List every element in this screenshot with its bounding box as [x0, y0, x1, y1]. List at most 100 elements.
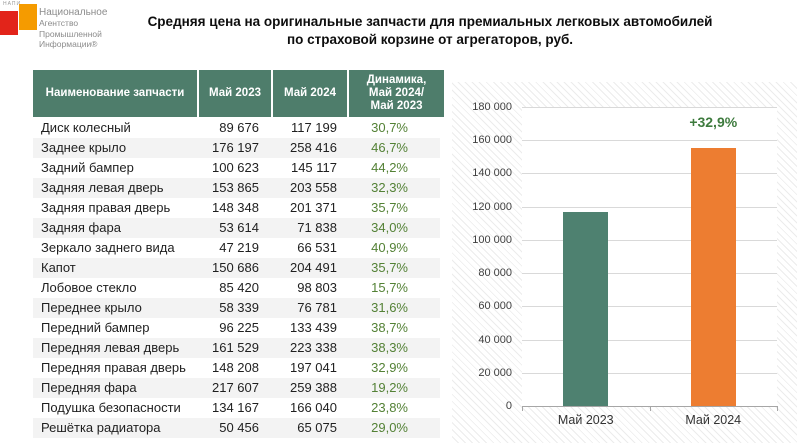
dynamics-cell: 38,3%	[371, 340, 408, 355]
may2024-cell: 197 041	[290, 360, 337, 375]
page-title: Средняя цена на оригинальные запчасти дл…	[140, 13, 720, 49]
dynamics-cell: 44,2%	[371, 160, 408, 175]
dynamics-cell: 19,2%	[371, 380, 408, 395]
table-row: Передний бампер 96 225 133 439 38,7%	[33, 318, 440, 338]
may2024-cell: 201 371	[290, 200, 337, 215]
part-name-cell: Передняя правая дверь	[41, 360, 186, 375]
logo-orange-square	[19, 4, 37, 30]
logo-red-square	[0, 11, 18, 35]
may2023-cell: 96 225	[219, 320, 259, 335]
table-row: Решётка радиатора 50 456 65 075 29,0%	[33, 418, 440, 438]
part-name-cell: Задняя правая дверь	[41, 200, 171, 215]
dynamics-cell: 31,6%	[371, 300, 408, 315]
table-row: Задняя правая дверь 148 348 201 371 35,7%	[33, 198, 440, 218]
table-row: Передняя правая дверь 148 208 197 041 32,9%	[33, 358, 440, 378]
may2023-cell: 47 219	[219, 240, 259, 255]
may2024-cell: 117 199	[290, 120, 337, 135]
table-row: Лобовое стекло 85 420 98 803 15,7%	[33, 278, 440, 298]
table-row: Подушка безопасности 134 167 166 040 23,8%	[33, 398, 440, 418]
table-row: Задний бампер 100 623 145 117 44,2%	[33, 158, 440, 178]
may2024-cell: 65 075	[297, 420, 337, 435]
dynamics-cell: 46,7%	[371, 140, 408, 155]
logo-org-name: Национальное Агентство Промышленной Инфо…	[39, 7, 107, 50]
y-axis-tick-label: 40 000	[478, 333, 512, 346]
part-name-cell: Зеркало заднего вида	[41, 240, 175, 255]
dynamics-cell: 35,7%	[371, 260, 408, 275]
column-header-may-2024: Май 2024	[273, 70, 347, 117]
logo-org-line: Информации®	[39, 39, 98, 49]
napi-logo: НАПИ Национальное Агентство Промышленной…	[0, 0, 160, 60]
may2024-cell: 76 781	[297, 300, 337, 315]
y-gridline	[522, 339, 777, 341]
table-row: Передняя фара 217 607 259 388 19,2%	[33, 378, 440, 398]
may2024-cell: 203 558	[290, 180, 337, 195]
y-gridline	[522, 140, 777, 142]
part-name-cell: Передний бампер	[41, 320, 150, 335]
dynamics-header-line: Май 2024/	[368, 87, 425, 99]
dynamics-cell: 32,3%	[371, 180, 408, 195]
may2023-cell: 85 420	[219, 280, 259, 295]
may2024-cell: 71 838	[297, 220, 337, 235]
dynamics-cell: 30,7%	[371, 120, 408, 135]
dynamics-cell: 40,9%	[371, 240, 408, 255]
page-title-line2: по страховой корзине от агрегаторов, руб…	[286, 32, 574, 47]
table-row: Задняя левая дверь 153 865 203 558 32,3%	[33, 178, 440, 198]
part-name-cell: Передняя фара	[41, 380, 137, 395]
bar-Май 2023	[563, 211, 609, 406]
x-axis-tick	[522, 406, 523, 411]
table-row: Передняя левая дверь 161 529 223 338 38,3%	[33, 338, 440, 358]
may2024-cell: 259 388	[290, 380, 337, 395]
part-name-cell: Капот	[41, 260, 76, 275]
y-gridline	[522, 372, 777, 374]
may2024-cell: 66 531	[297, 240, 337, 255]
y-axis-tick-label: 140 000	[472, 167, 512, 180]
y-axis-tick-label: 100 000	[472, 233, 512, 246]
dynamics-cell: 29,0%	[371, 420, 408, 435]
table-row: Диск колесный 89 676 117 199 30,7%	[33, 118, 440, 138]
y-axis-tick-label: 120 000	[472, 200, 512, 213]
part-name-cell: Задний бампер	[41, 160, 134, 175]
part-name-cell: Заднее крыло	[41, 140, 127, 155]
may2023-cell: 53 614	[219, 220, 259, 235]
dynamics-header-line: Динамика,	[366, 74, 427, 86]
may2023-cell: 161 529	[212, 340, 259, 355]
table-row: Зеркало заднего вида 47 219 66 531 40,9%	[33, 238, 440, 258]
may2023-cell: 153 865	[212, 180, 259, 195]
page-title-line1: Средняя цена на оригинальные запчасти дл…	[147, 14, 713, 29]
part-name-cell: Лобовое стекло	[41, 280, 137, 295]
table-row: Заднее крыло 176 197 258 416 46,7%	[33, 138, 440, 158]
may2023-cell: 100 623	[212, 160, 259, 175]
y-axis-tick-label: 160 000	[472, 134, 512, 147]
logo-org-line: Агентство	[39, 18, 79, 28]
may2023-cell: 217 607	[212, 380, 259, 395]
table-row: Капот 150 686 204 491 35,7%	[33, 258, 440, 278]
plot-area	[522, 107, 777, 406]
part-name-cell: Подушка безопасности	[41, 400, 181, 415]
y-axis-tick-label: 60 000	[478, 300, 512, 313]
may2023-cell: 148 208	[212, 360, 259, 375]
dynamics-cell: 38,7%	[371, 320, 408, 335]
may2023-cell: 50 456	[219, 420, 259, 435]
may2024-cell: 166 040	[290, 400, 337, 415]
column-header-part-name: Наименование запчасти	[33, 70, 197, 117]
y-gridline	[522, 107, 777, 108]
y-gridline	[522, 206, 777, 208]
bar-chart: 0 20 000 40 000 60 000 80 000 100 000 120 000 1…	[452, 82, 797, 443]
logo-acronym-text: НАПИ	[3, 1, 22, 7]
column-header-dynamics: Динамика, Май 2024/ Май 2023	[349, 70, 444, 117]
x-axis-tick	[777, 406, 778, 411]
y-gridline	[522, 239, 777, 241]
y-gridline	[522, 173, 777, 175]
y-gridline	[522, 306, 777, 308]
part-name-cell: Переднее крыло	[41, 300, 142, 315]
may2023-cell: 89 676	[219, 120, 259, 135]
column-header-may-2023: Май 2023	[199, 70, 271, 117]
may2024-cell: 204 491	[290, 260, 337, 275]
may2023-cell: 148 348	[212, 200, 259, 215]
dynamics-cell: 35,7%	[371, 200, 408, 215]
y-axis-tick-label: 20 000	[478, 366, 512, 379]
may2024-cell: 258 416	[290, 140, 337, 155]
bar-Май 2024	[690, 147, 736, 406]
dynamics-cell: 32,9%	[371, 360, 408, 375]
may2023-cell: 134 167	[212, 400, 259, 415]
